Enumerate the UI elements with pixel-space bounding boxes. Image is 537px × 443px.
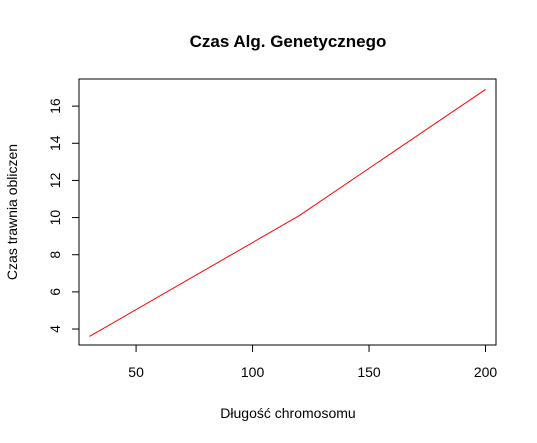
y-tick-label: 4 — [47, 325, 63, 333]
series-layer — [89, 88, 486, 337]
y-tick-label: 12 — [47, 172, 63, 188]
x-tick-label: 100 — [241, 364, 265, 380]
y-tick-label: 16 — [47, 98, 63, 114]
x-tick-label: 150 — [357, 364, 381, 380]
y-tick-label: 14 — [47, 135, 63, 151]
x-tick-label: 200 — [474, 364, 498, 380]
x-axis: 50 100 150 200 — [128, 344, 498, 380]
y-axis-label: Czas trawnia obliczen — [4, 144, 20, 280]
plot-frame — [78, 78, 497, 346]
chart-title: Czas Alg. Genetycznego — [190, 32, 387, 51]
x-axis-label: Długość chromosomu — [220, 405, 355, 421]
y-axis: 4 6 8 10 12 14 16 — [47, 98, 80, 333]
y-tick-label: 10 — [47, 210, 63, 226]
series-line — [89, 88, 486, 337]
y-tick-label: 8 — [47, 251, 63, 259]
x-tick-label: 50 — [128, 364, 144, 380]
y-tick-label: 6 — [47, 288, 63, 296]
